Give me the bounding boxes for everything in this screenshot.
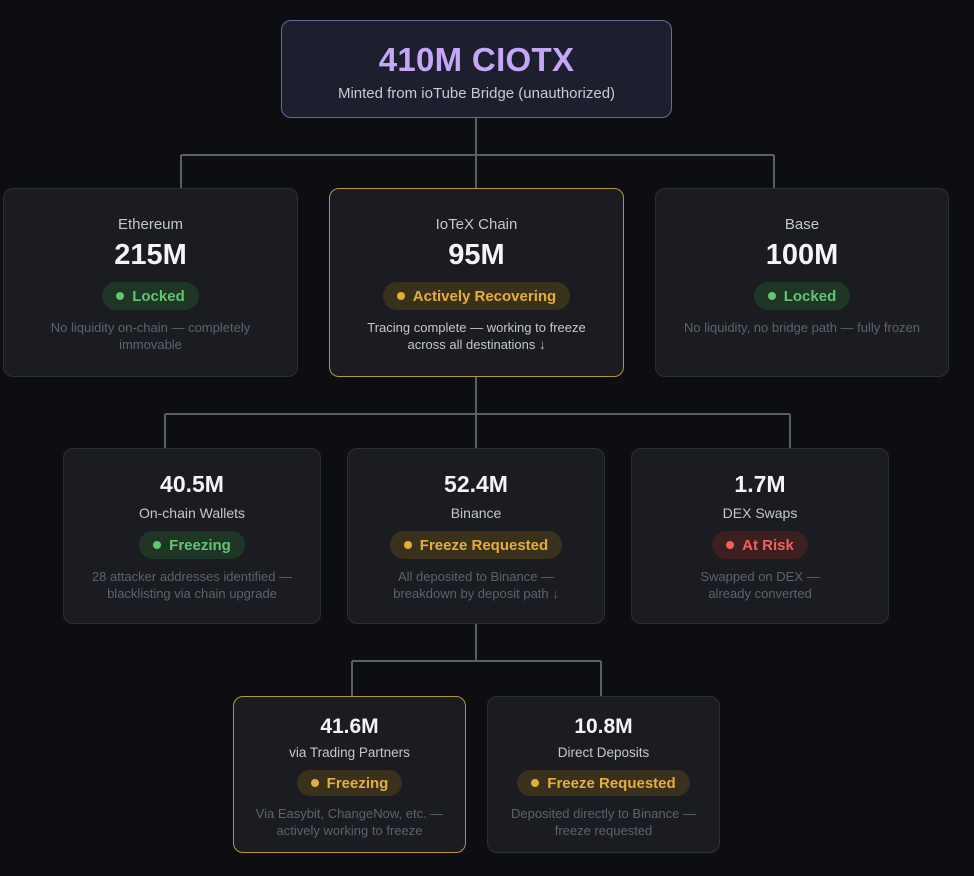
status-label: At Risk — [742, 536, 794, 554]
status-badge: Freeze Requested — [389, 531, 563, 559]
node-direct-deposits: 10.8M Direct Deposits Freeze Requested D… — [487, 696, 720, 853]
node-amount: 1.7M — [734, 471, 786, 497]
node-note: All deposited to Binance — breakdown by … — [393, 569, 559, 601]
status-badge: Actively Recovering — [382, 282, 571, 310]
status-dot-icon — [531, 779, 540, 787]
node-title: via Trading Partners — [289, 745, 410, 760]
status-label: Freezing — [326, 774, 389, 792]
node-title: Direct Deposits — [557, 745, 650, 760]
status-badge: Freezing — [296, 770, 403, 796]
status-badge: Locked — [102, 282, 199, 310]
status-dot-icon — [116, 292, 125, 300]
node-trading-partners: 41.6M via Trading Partners Freezing Via … — [233, 696, 466, 853]
node-amount: 100M — [765, 239, 839, 271]
node-note: Deposited directly to Binance — freeze r… — [511, 806, 696, 838]
node-note: Via Easybit, ChangeNow, etc. — actively … — [255, 806, 444, 838]
node-note: No liquidity, no bridge path — fully fro… — [683, 320, 921, 335]
node-note: No liquidity on-chain — completely immov… — [50, 320, 251, 352]
node-note: Swapped on DEX — already converted — [700, 569, 820, 601]
root-description: Minted from ioTube Bridge (unauthorized) — [337, 85, 616, 102]
status-badge: Freezing — [139, 531, 245, 559]
status-label: Freeze Requested — [419, 536, 549, 554]
status-label: Freezing — [169, 536, 231, 554]
status-dot-icon — [396, 292, 405, 300]
node-amount: 40.5M — [160, 471, 224, 497]
status-dot-icon — [403, 541, 412, 549]
status-badge: Locked — [753, 282, 851, 310]
node-note: 28 attacker addresses identified — black… — [91, 569, 293, 601]
node-title: Ethereum — [117, 216, 184, 233]
node-iotex-chain: IoTeX Chain 95M Actively Recovering Trac… — [329, 188, 624, 377]
node-amount: 52.4M — [444, 471, 508, 497]
status-dot-icon — [153, 541, 162, 549]
status-badge: At Risk — [712, 531, 808, 559]
node-title: On-chain Wallets — [138, 505, 246, 521]
node-base: Base 100M Locked No liquidity, no bridge… — [655, 188, 949, 377]
node-amount: 41.6M — [320, 715, 379, 738]
node-ethereum: Ethereum 215M Locked No liquidity on-cha… — [3, 188, 298, 377]
root-node-minted: 410M CIOTX Minted from ioTube Bridge (un… — [281, 20, 672, 118]
root-amount: 410M CIOTX — [378, 41, 575, 78]
status-dot-icon — [726, 541, 735, 549]
node-amount: 95M — [448, 239, 505, 271]
node-dex-swaps: 1.7M DEX Swaps At Risk Swapped on DEX — … — [631, 448, 889, 624]
status-badge: Freeze Requested — [517, 770, 690, 796]
status-label: Freeze Requested — [547, 774, 676, 792]
status-dot-icon — [310, 779, 319, 787]
node-title: DEX Swaps — [722, 505, 798, 521]
node-onchain-wallets: 40.5M On-chain Wallets Freezing 28 attac… — [63, 448, 321, 624]
node-amount: 10.8M — [574, 715, 633, 738]
status-dot-icon — [767, 292, 776, 300]
status-label: Locked — [132, 287, 185, 305]
status-label: Actively Recovering — [412, 287, 557, 305]
node-title: IoTeX Chain — [435, 216, 518, 233]
status-label: Locked — [783, 287, 837, 305]
node-amount: 215M — [114, 239, 187, 271]
node-note: Tracing complete — working to freeze acr… — [367, 320, 586, 352]
node-title: Binance — [450, 505, 502, 521]
node-binance: 52.4M Binance Freeze Requested All depos… — [347, 448, 605, 624]
node-title: Base — [784, 216, 820, 233]
